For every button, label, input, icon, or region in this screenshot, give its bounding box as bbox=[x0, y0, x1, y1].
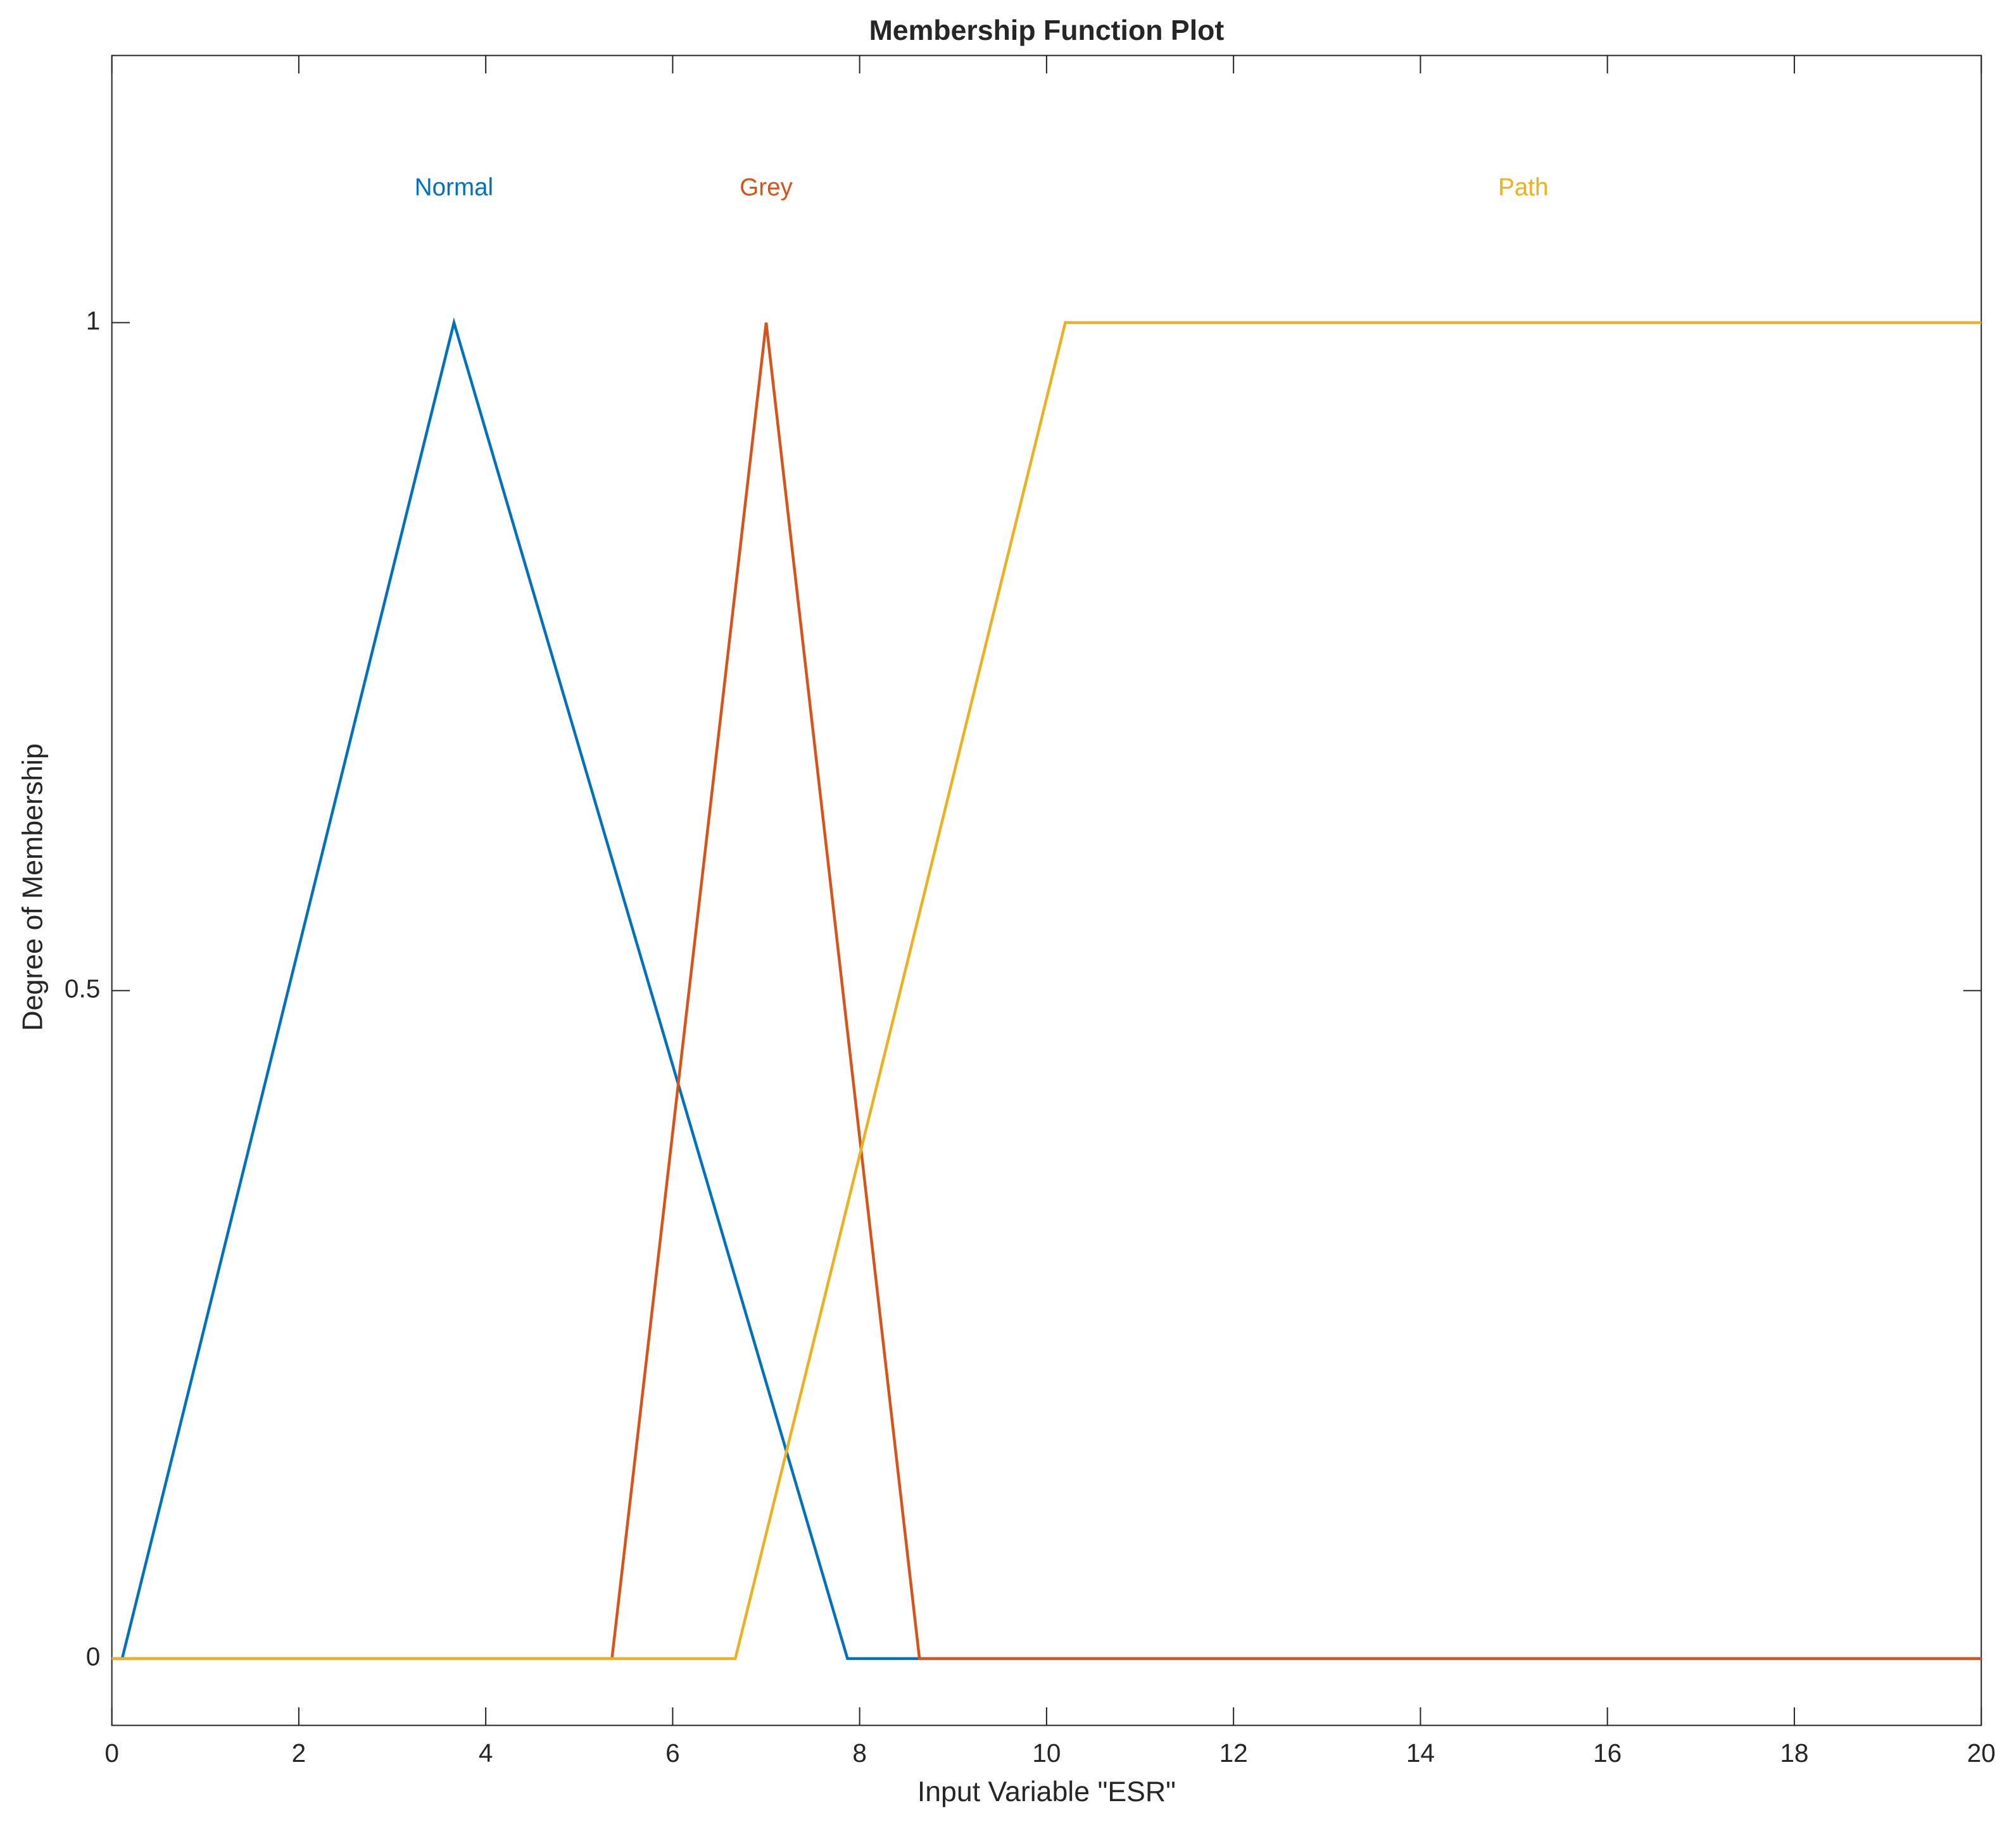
x-tick-label: 14 bbox=[1406, 1738, 1435, 1768]
x-tick-label: 4 bbox=[479, 1738, 493, 1768]
x-axis-label: Input Variable "ESR" bbox=[917, 1776, 1176, 1807]
x-tick-label: 12 bbox=[1219, 1738, 1248, 1768]
x-tick-label: 0 bbox=[104, 1738, 119, 1768]
y-tick-label: 0.5 bbox=[65, 974, 100, 1003]
membership-line bbox=[111, 317, 1982, 1661]
membership-line bbox=[111, 322, 1982, 1661]
plot-frame bbox=[111, 54, 1982, 1726]
membership-label: Grey bbox=[740, 174, 793, 201]
x-tick-label: 16 bbox=[1593, 1738, 1622, 1768]
y-axis-label: Degree of Membership bbox=[18, 743, 49, 1031]
x-tick-label: 8 bbox=[852, 1738, 867, 1768]
membership-label: Normal bbox=[415, 174, 493, 201]
x-tick-label: 20 bbox=[1967, 1738, 1996, 1768]
membership-line bbox=[111, 321, 1982, 1661]
y-tick-label: 1 bbox=[86, 306, 101, 335]
chart-title: Membership Function Plot bbox=[869, 15, 1225, 46]
membership-label: Path bbox=[1498, 174, 1548, 201]
x-tick-label: 2 bbox=[292, 1738, 306, 1768]
x-tick-label: 10 bbox=[1032, 1738, 1061, 1768]
x-tick-label: 18 bbox=[1780, 1738, 1808, 1768]
x-tick-label: 6 bbox=[665, 1738, 680, 1768]
y-tick-label: 0 bbox=[86, 1642, 101, 1671]
